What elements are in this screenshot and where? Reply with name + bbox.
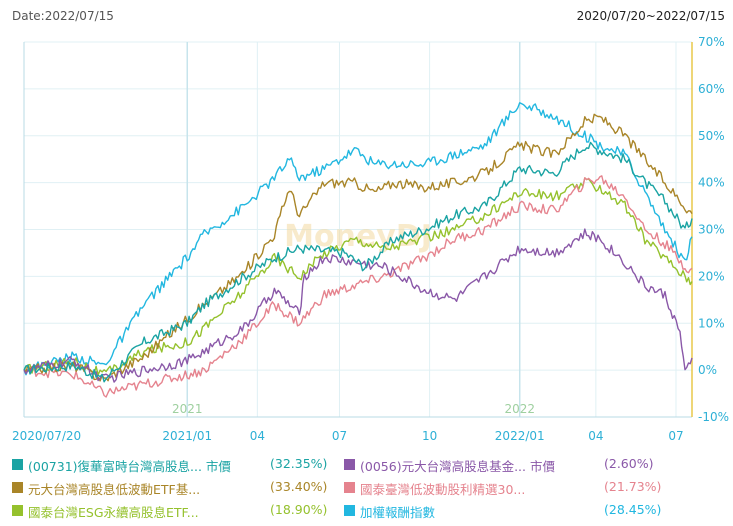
year-label: 2021 bbox=[172, 402, 203, 416]
legend-label: (0056)元大台灣高股息基金... 市價 bbox=[360, 459, 555, 474]
x-tick-label: 04 bbox=[250, 429, 265, 443]
series-line-shigh bbox=[23, 175, 693, 398]
y-tick-label: 70% bbox=[698, 35, 725, 49]
legend-label: 國泰臺灣低波動股利精選30... bbox=[360, 482, 526, 497]
y-tick-label: 30% bbox=[698, 223, 725, 237]
y-tick-label: -10% bbox=[698, 410, 729, 424]
series-line-s0056 bbox=[23, 228, 693, 383]
legend-swatch bbox=[12, 459, 23, 470]
y-tick-label: 60% bbox=[698, 82, 725, 96]
legend-value: (18.90%) bbox=[270, 502, 328, 517]
series-line-sesg bbox=[23, 177, 693, 376]
legend-swatch bbox=[12, 505, 23, 516]
date-range-label: 2020/07/20~2022/07/15 bbox=[576, 9, 725, 23]
legend-swatch bbox=[344, 459, 355, 470]
legend-value: (28.45%) bbox=[604, 502, 662, 517]
series-line-s0731 bbox=[23, 141, 693, 383]
series-line-slowvol bbox=[23, 113, 693, 382]
legend-swatch bbox=[344, 482, 355, 493]
legend-label: (00731)復華富時台灣高股息... 市價 bbox=[28, 459, 231, 474]
legend-label: 加權報酬指數 bbox=[360, 505, 436, 520]
x-tick-label: 2020/07/20 bbox=[12, 429, 81, 443]
y-tick-label: 0% bbox=[698, 363, 717, 377]
x-tick-label: 10 bbox=[422, 429, 437, 443]
date-label: Date:2022/07/15 bbox=[12, 9, 114, 23]
legend-label: 元大台灣高股息低波動ETF基... bbox=[28, 482, 201, 497]
legend-swatch bbox=[344, 505, 355, 516]
year-label: 2022 bbox=[504, 402, 535, 416]
legend-value: (33.40%) bbox=[270, 479, 328, 494]
legend-label: 國泰台灣ESG永續高股息ETF... bbox=[28, 505, 199, 520]
y-tick-label: 50% bbox=[698, 129, 725, 143]
x-tick-label: 04 bbox=[588, 429, 603, 443]
legend-value: (2.60%) bbox=[604, 456, 654, 471]
y-tick-label: 40% bbox=[698, 176, 725, 190]
legend-value: (32.35%) bbox=[270, 456, 328, 471]
x-tick-label: 07 bbox=[332, 429, 347, 443]
performance-line-chart: 70% 60% 50% 40% 30% 20% 10% 0% -10% 2020/07/20 202… bbox=[12, 35, 729, 443]
x-tick-label: 2021/01 bbox=[162, 429, 212, 443]
x-tick-label: 2022/01 bbox=[495, 429, 545, 443]
x-tick-label: 07 bbox=[668, 429, 683, 443]
y-tick-label: 20% bbox=[698, 269, 725, 283]
watermark: MoneyDJ bbox=[284, 219, 432, 254]
legend-value: (21.73%) bbox=[604, 479, 662, 494]
y-tick-label: 10% bbox=[698, 316, 725, 330]
series-line-stwii bbox=[23, 102, 693, 376]
legend-swatch bbox=[12, 482, 23, 493]
